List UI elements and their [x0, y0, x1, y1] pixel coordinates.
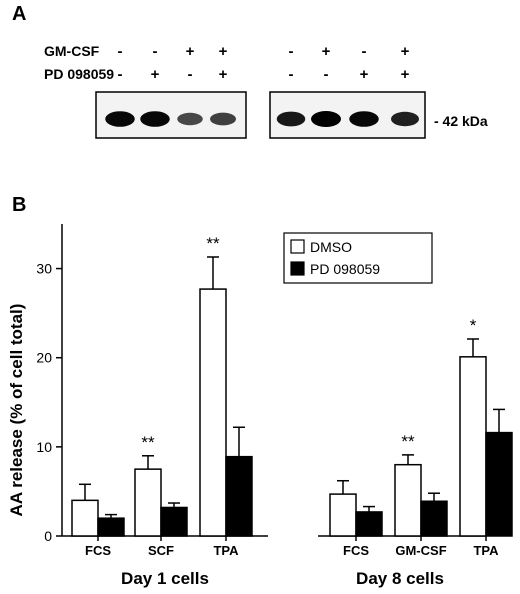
category-label: TPA	[473, 543, 499, 558]
lane-left-2-gmcsf-sign: -	[153, 43, 158, 60]
lane-left-1-pd-sign: -	[118, 66, 123, 83]
band-left-2	[140, 111, 170, 127]
significance-marker: **	[401, 432, 415, 451]
bar-pd098059	[485, 431, 513, 537]
bar-pd098059	[420, 500, 448, 537]
lane-right-2-gmcsf-sign: +	[322, 43, 331, 60]
significance-marker: *	[470, 316, 477, 335]
significance-marker: **	[206, 234, 220, 253]
panel-b-letter: B	[12, 194, 26, 216]
group-label: Day 1 cells	[121, 569, 209, 588]
legend-label: DMSO	[310, 239, 352, 255]
bar-chart: 0 10 20 30 FCS SCF ** TPA ** Day 1 cells FCS GM-CSF…	[36, 224, 513, 588]
y-tick-label: 20	[36, 350, 52, 366]
lane-right-3-pd-sign: +	[360, 66, 369, 83]
band-right-3	[349, 111, 379, 127]
bar-dmso	[329, 493, 357, 537]
bar-pd098059	[97, 517, 125, 537]
bar-dmso	[394, 463, 422, 537]
y-tick-label: 10	[36, 439, 52, 455]
lane-right-4-pd-sign: +	[401, 66, 410, 83]
category-label: FCS	[85, 543, 111, 558]
band-left-1	[105, 111, 135, 127]
legend-swatch	[290, 261, 305, 276]
lane-right-2-pd-sign: -	[324, 66, 329, 83]
bar-pd098059	[355, 511, 383, 537]
significance-marker: **	[141, 433, 155, 452]
bar-dmso	[459, 356, 487, 537]
band-left-3	[177, 112, 203, 126]
category-label: TPA	[213, 543, 239, 558]
bar-dmso	[199, 288, 227, 537]
lane-left-4-gmcsf-sign: +	[219, 43, 228, 60]
legend: DMSO PD 098059	[283, 232, 433, 284]
bar-pd098059	[225, 455, 253, 537]
y-tick-label: 30	[36, 261, 52, 277]
lane-left-3-gmcsf-sign: +	[186, 43, 195, 60]
group-label: Day 8 cells	[356, 569, 444, 588]
lane-right-1-pd-sign: -	[289, 66, 294, 83]
band-right-1	[276, 111, 306, 127]
marker-42kda: - 42 kDa	[434, 113, 488, 129]
lane-right-1-gmcsf-sign: -	[289, 43, 294, 60]
lane-right-3-gmcsf-sign: -	[362, 43, 367, 60]
row-label-gmcsf: GM-CSF	[44, 43, 100, 59]
lane-left-3-pd-sign: -	[188, 66, 193, 83]
bar-dmso	[134, 468, 162, 537]
bar-dmso	[71, 499, 99, 537]
legend-box	[283, 232, 433, 284]
band-right-4	[391, 111, 419, 127]
band-right-2	[311, 111, 341, 127]
lane-left-1-gmcsf-sign: -	[118, 43, 123, 60]
bar-pd098059	[160, 506, 188, 537]
panel-a-letter: A	[12, 3, 26, 25]
legend-label: PD 098059	[310, 261, 380, 277]
lane-left-4-pd-sign: +	[219, 66, 228, 83]
category-label: SCF	[148, 543, 174, 558]
western-blot: - - - + + - + + - - + - - + + +	[95, 43, 426, 139]
band-left-4	[210, 112, 236, 126]
legend-swatch	[290, 239, 305, 254]
lane-left-2-pd-sign: +	[151, 66, 160, 83]
row-label-pd098059: PD 098059	[44, 66, 114, 82]
lane-right-4-gmcsf-sign: +	[401, 43, 410, 60]
category-label: FCS	[343, 543, 369, 558]
category-label: GM-CSF	[395, 543, 446, 558]
y-tick-label: 0	[44, 528, 52, 544]
y-axis-label: AA release (% of cell total)	[7, 304, 26, 517]
